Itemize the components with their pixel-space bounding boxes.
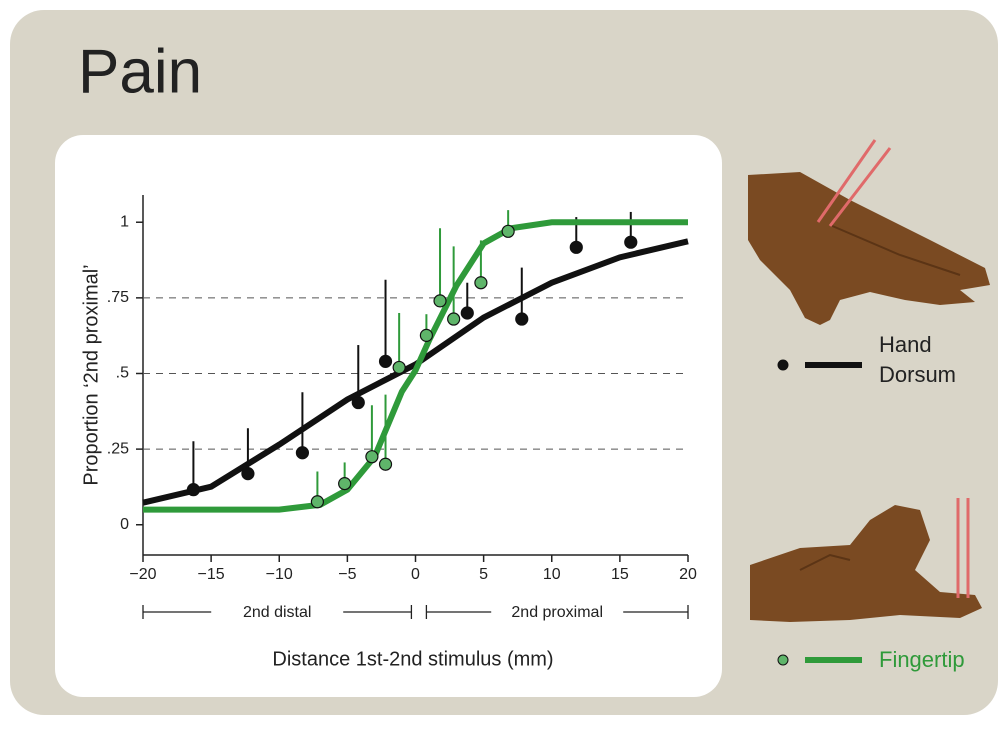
range-label: 2nd distal: [243, 604, 312, 621]
x-tick-label: −5: [338, 566, 356, 583]
y-tick-label: .25: [107, 440, 129, 457]
x-axis-label: Distance 1st-2nd stimulus (mm): [272, 648, 553, 670]
x-tick-label: −10: [266, 566, 293, 583]
data-point: [339, 478, 351, 490]
data-point: [352, 397, 364, 409]
legend-label: Hand Dorsum: [879, 330, 979, 390]
y-tick-label: 0: [120, 516, 129, 533]
y-tick-label: .75: [107, 289, 129, 306]
data-point: [380, 458, 392, 470]
legend-marker: [778, 360, 788, 370]
data-point: [475, 277, 487, 289]
x-tick-label: 20: [679, 566, 697, 583]
x-tick-label: 0: [411, 566, 420, 583]
chart-title: Pain: [78, 37, 202, 106]
x-tick-label: −20: [129, 566, 156, 583]
data-point: [502, 225, 514, 237]
y-tick-label: 1: [120, 213, 129, 230]
data-point: [311, 496, 323, 508]
data-point: [625, 236, 637, 248]
legend-label: Fingertip: [879, 645, 979, 675]
data-point: [461, 307, 473, 319]
data-point: [187, 484, 199, 496]
legend-marker: [778, 655, 788, 665]
data-point: [516, 313, 528, 325]
x-tick-label: −15: [198, 566, 225, 583]
x-tick-label: 10: [543, 566, 561, 583]
x-tick-label: 5: [479, 566, 488, 583]
page: Pain Distance 1st-2nd stimulus (mm) Prop…: [0, 0, 1008, 731]
data-point: [366, 451, 378, 463]
y-axis-label: Proportion ‘2nd proximal’: [80, 264, 102, 485]
chart: Pain Distance 1st-2nd stimulus (mm) Prop…: [0, 0, 1008, 731]
data-point: [448, 313, 460, 325]
data-point: [420, 329, 432, 341]
data-point: [242, 468, 254, 480]
data-point: [380, 355, 392, 367]
x-tick-label: 15: [611, 566, 629, 583]
range-label: 2nd proximal: [511, 604, 603, 621]
data-point: [434, 295, 446, 307]
data-point: [570, 241, 582, 253]
data-point: [393, 361, 405, 373]
y-tick-label: .5: [116, 365, 129, 382]
data-point: [296, 447, 308, 459]
